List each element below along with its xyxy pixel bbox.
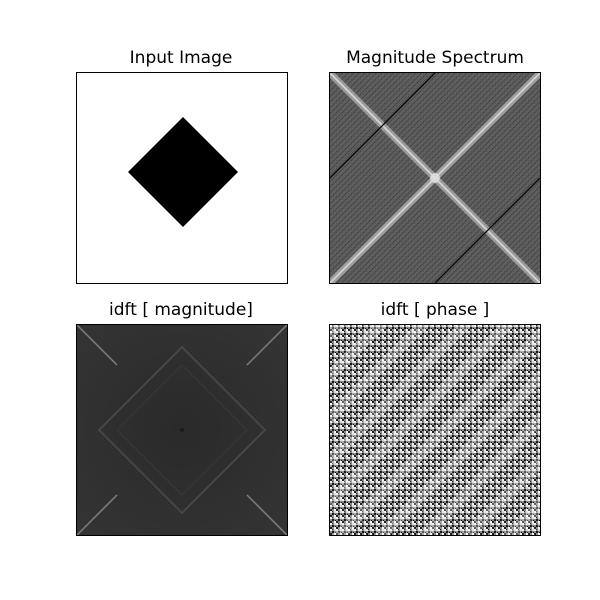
- input-image-title: Input Image: [129, 48, 233, 68]
- idft-magnitude-panel: [76, 324, 288, 536]
- magnitude-spectrum-panel: [329, 72, 541, 284]
- spectrum-dark-line-1: [330, 73, 436, 179]
- streak-top-right: [246, 325, 287, 366]
- magnitude-spectrum-canvas: [330, 73, 540, 283]
- spectrum-center: [430, 173, 440, 183]
- idft-phase-canvas: [330, 325, 540, 535]
- streak-bottom-left: [77, 494, 118, 535]
- input-image-panel: [76, 72, 288, 284]
- idft-phase-panel: [329, 324, 541, 536]
- idft-magnitude-diamond-outline: [97, 345, 267, 515]
- idft-phase-title: idft [ phase ]: [380, 300, 490, 320]
- idft-magnitude-title: idft [ magnitude]: [109, 300, 253, 320]
- streak-bottom-right: [246, 494, 287, 535]
- streak-top-left: [77, 325, 118, 366]
- idft-magnitude-inner-outline: [116, 364, 248, 496]
- input-image-canvas: [77, 73, 287, 283]
- diamond-shape: [128, 117, 238, 227]
- phase-diagonal-bands: [330, 325, 540, 535]
- idft-magnitude-canvas: [77, 325, 287, 535]
- magnitude-spectrum-title: Magnitude Spectrum: [346, 48, 524, 68]
- idft-magnitude-center: [180, 428, 184, 432]
- spectrum-dark-line-2: [434, 177, 540, 283]
